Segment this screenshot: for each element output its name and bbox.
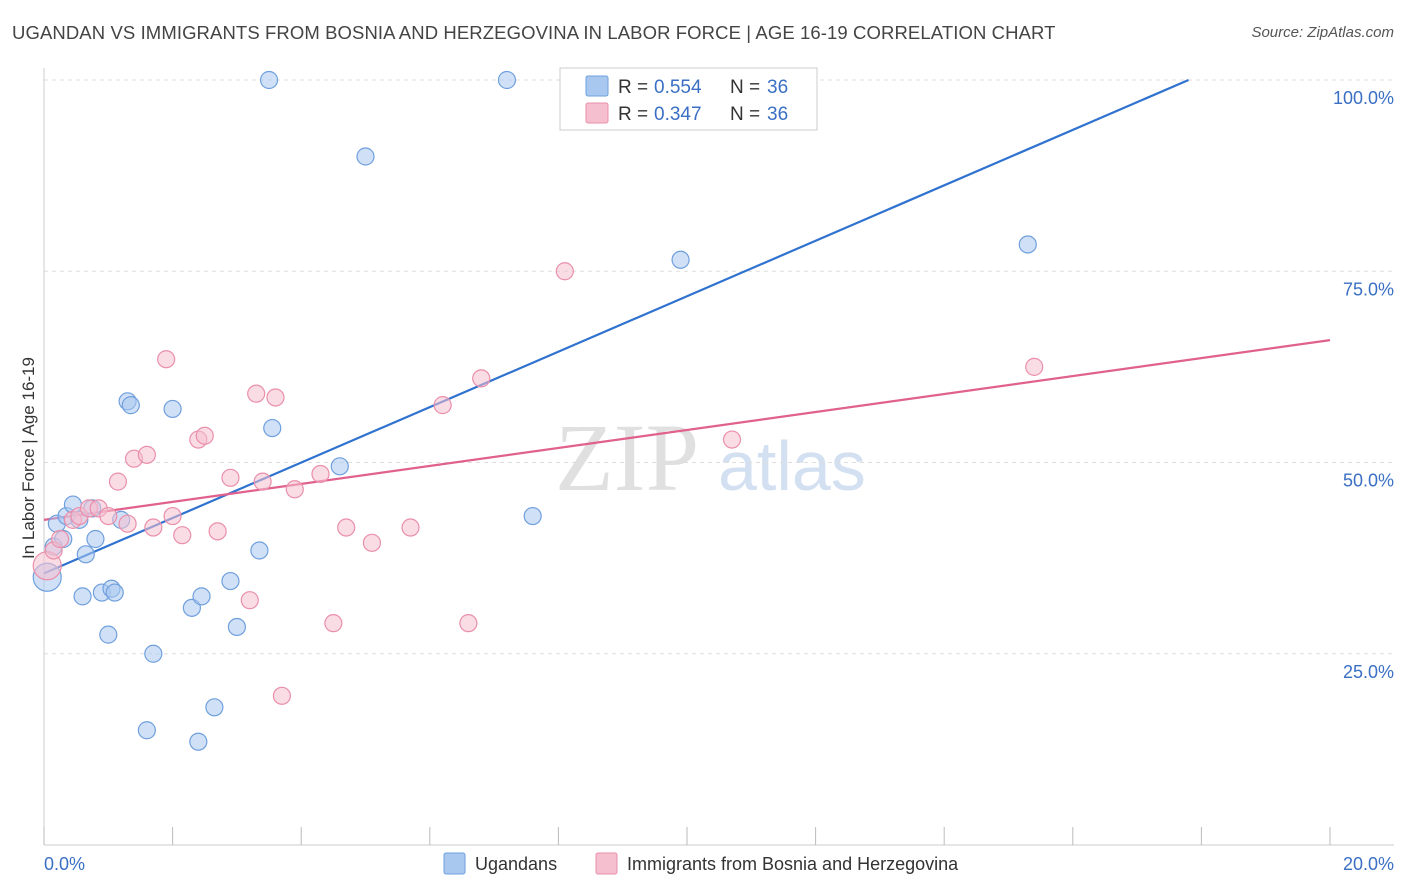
point-bosnia-24 (272, 686, 292, 705)
point-ugandans-22 (192, 587, 211, 606)
x-tick-label-max: 20.0% (1343, 854, 1394, 874)
correlation-legend: R = 0.554 N = 36 R = 0.347 N = 36 (559, 67, 818, 131)
point-bosnia-33 (472, 369, 491, 388)
point-bosnia-25 (285, 480, 304, 499)
point-ugandans-24 (221, 571, 240, 591)
axis-layer: 25.0% 50.0% 75.0% 100.0% (43, 68, 1394, 846)
point-bosnia-12 (144, 518, 163, 537)
point-bosnia-18 (208, 522, 227, 541)
point-bosnia-21 (247, 384, 266, 403)
point-ugandans-19 (163, 399, 182, 419)
point-bosnia-28 (337, 518, 356, 537)
source-note: Source: ZipAtlas.com (1251, 24, 1394, 41)
legend-n-label-1: N = (730, 77, 760, 98)
point-bosnia-30 (401, 518, 420, 537)
point-bosnia-14 (163, 506, 182, 526)
legend-n-value-1: 36 (767, 77, 788, 98)
series-legend-label-ugandans: Ugandans (475, 854, 557, 874)
point-ugandans-6 (73, 587, 92, 606)
legend-r-value-2: 0.347 (654, 104, 702, 125)
point-ugandans-26 (250, 541, 269, 560)
point-ugandans-11 (99, 625, 118, 644)
y-tick-label-50: 50.0% (1343, 471, 1394, 491)
point-ugandans-21 (189, 732, 208, 751)
point-ugandans-34 (1018, 235, 1037, 254)
point-bosnia-23 (266, 388, 285, 407)
watermark-atlas: atlas (718, 427, 866, 505)
point-bosnia-31 (433, 396, 452, 415)
y-tick-label-75: 75.0% (1343, 279, 1394, 299)
point-ugandans-7 (76, 545, 95, 564)
trend-line-ugandans (43, 78, 1189, 575)
point-ugandans-9 (86, 529, 105, 549)
point-ugandans-25 (227, 617, 246, 637)
point-bosnia-15 (173, 526, 192, 545)
point-bosnia-17 (195, 426, 214, 445)
point-ugandans-18 (144, 644, 163, 663)
point-bosnia-19 (221, 468, 240, 487)
point-ugandans-23 (205, 698, 224, 717)
point-bosnia-32 (459, 614, 478, 633)
legend-r-value-1: 0.554 (654, 77, 702, 98)
point-bosnia-2 (50, 529, 70, 549)
series-legend-label-bosnia: Immigrants from Bosnia and Herzegovina (627, 854, 959, 874)
series-legend-swatch-ugandans (443, 852, 466, 875)
legend-n-value-2: 36 (767, 104, 788, 125)
point-bosnia-13 (157, 350, 176, 369)
point-ugandans-32 (523, 506, 542, 526)
point-ugandans-17 (137, 721, 156, 740)
y-tick-label-25: 25.0% (1343, 662, 1394, 682)
point-ugandans-33 (671, 250, 690, 269)
page-title: UGANDAN VS IMMIGRANTS FROM BOSNIA AND HE… (12, 22, 1056, 43)
point-bosnia-9 (118, 514, 137, 533)
grid-layer (44, 79, 1394, 655)
point-bosnia-26 (311, 464, 330, 484)
trend-line-bosnia (43, 339, 1331, 521)
point-ugandans-16 (121, 396, 140, 415)
point-bosnia-20 (240, 591, 259, 610)
point-ugandans-27 (259, 70, 279, 90)
point-ugandans-29 (330, 457, 349, 476)
legend-n-label-2: N = (730, 104, 760, 125)
point-bosnia-27 (324, 614, 343, 633)
x-tick-label-min: 0.0% (44, 854, 85, 874)
series-legend: Ugandans Immigrants from Bosnia and Herz… (443, 852, 959, 875)
y-axis-title: In Labor Force | Age 16-19 (19, 357, 38, 559)
legend-r-label-1: R = (618, 77, 648, 98)
trend-layer (43, 78, 1331, 575)
point-bosnia-11 (137, 445, 156, 464)
point-ugandans-31 (497, 70, 517, 90)
point-bosnia-29 (362, 533, 382, 552)
point-bosnia-7 (99, 506, 118, 526)
point-bosnia-34 (555, 262, 574, 281)
point-bosnia-8 (108, 472, 128, 491)
series-legend-swatch-bosnia (595, 852, 618, 875)
point-ugandans-13 (105, 583, 124, 602)
point-bosnia-36 (1025, 357, 1044, 376)
point-layer (32, 70, 1044, 751)
point-bosnia-22 (253, 472, 272, 491)
point-ugandans-30 (356, 147, 375, 166)
point-bosnia-35 (722, 430, 742, 449)
y-tick-label-100: 100.0% (1333, 88, 1394, 108)
legend-swatch-bosnia (585, 102, 609, 124)
legend-swatch-ugandans (585, 75, 609, 97)
legend-r-label-2: R = (618, 104, 648, 125)
watermark-zip: ZIP (555, 404, 699, 511)
point-ugandans-28 (263, 418, 282, 438)
